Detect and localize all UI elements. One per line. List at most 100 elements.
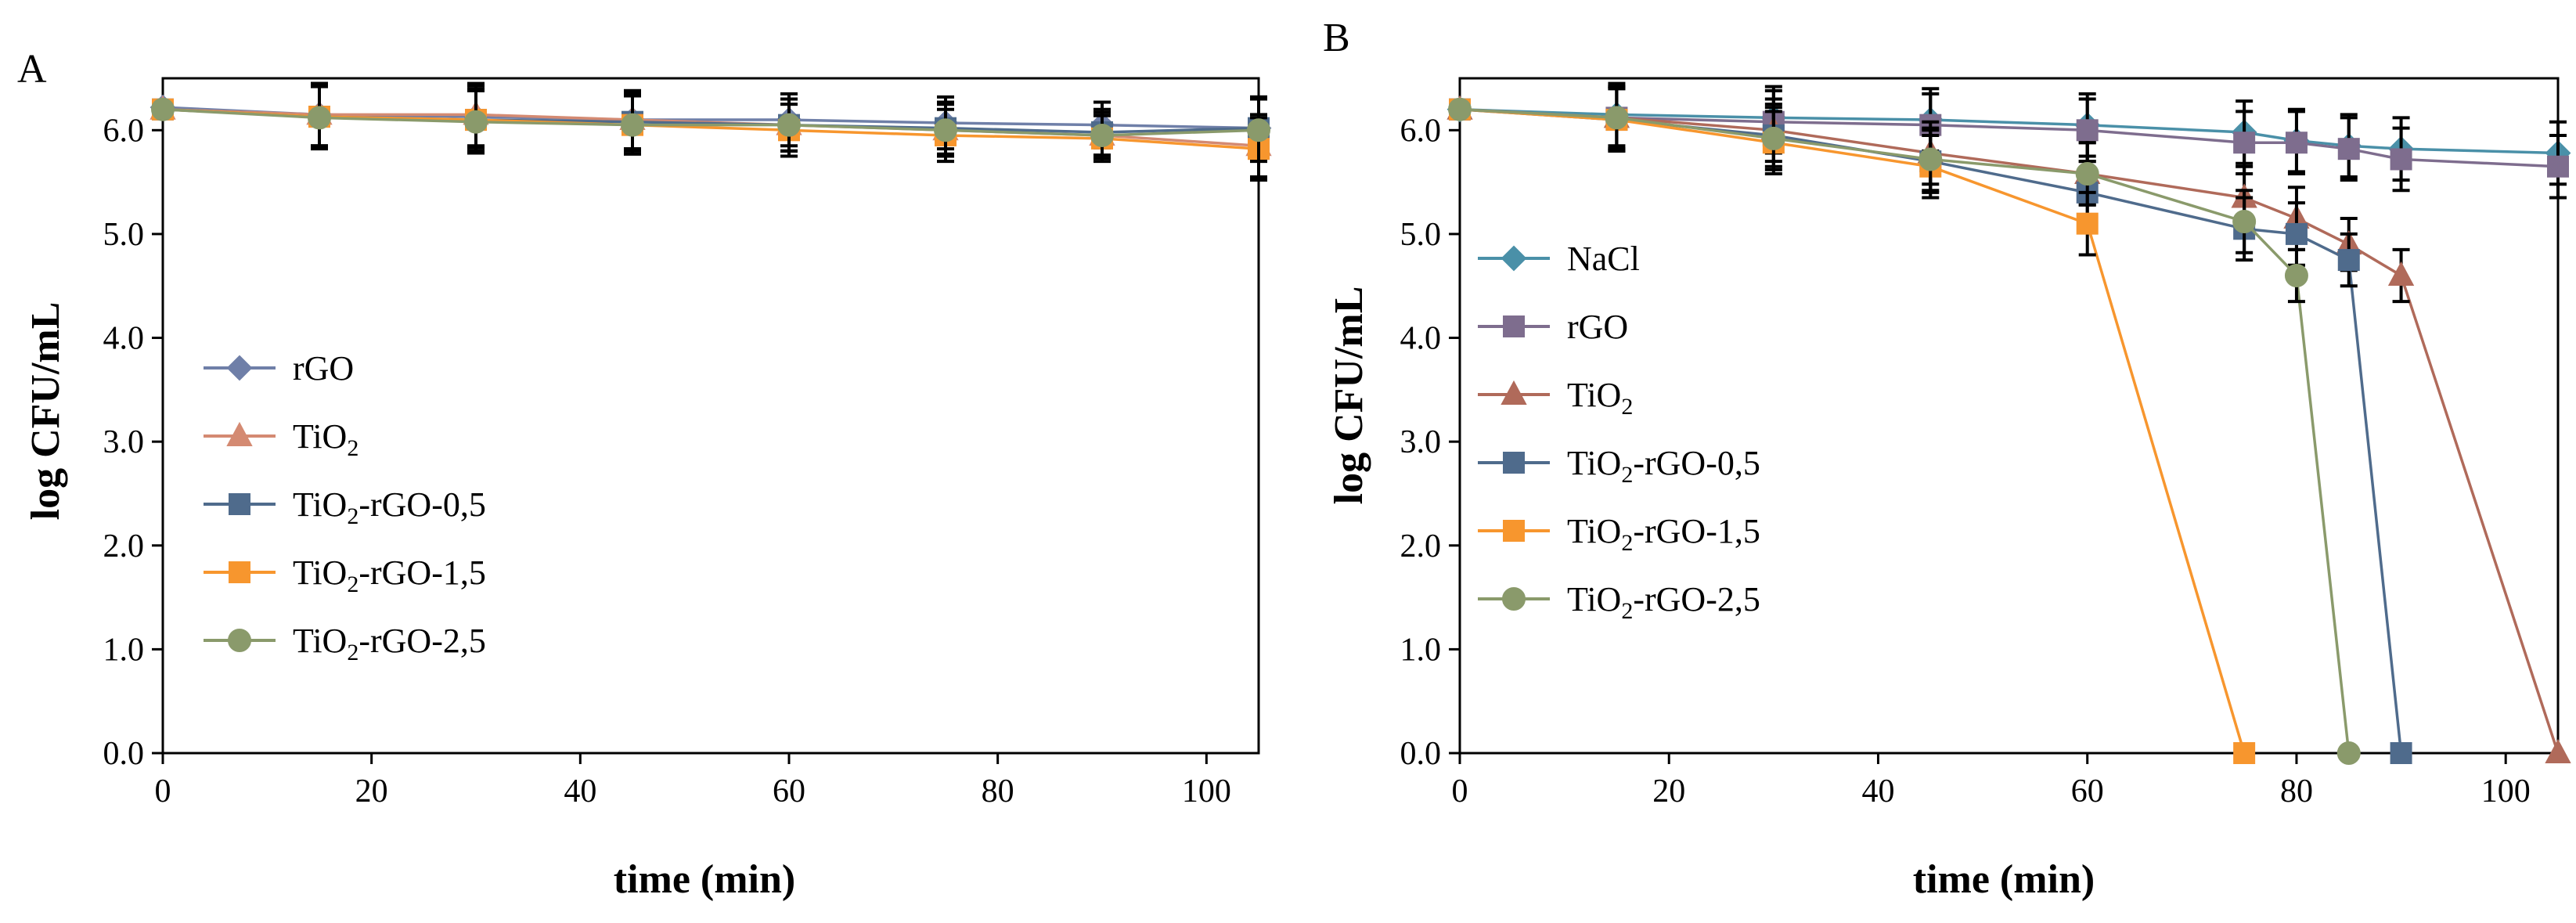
panel-a-x-tick-label: 20 xyxy=(355,773,388,809)
panel-b-data-point-tio2-rgo-2-5 xyxy=(1761,126,1785,150)
panel-a-data-point-tio2-rgo-2-5 xyxy=(1247,118,1270,142)
panel-b-series-line-tio2 xyxy=(1459,108,2560,754)
panel-b-data-point-tio2 xyxy=(2387,261,2415,286)
panel-b-y-tick-label: 2.0 xyxy=(1400,528,1442,564)
panel-b-data-point-rgo xyxy=(2285,132,2308,154)
panel-b-data-point-rgo xyxy=(2337,138,2360,160)
panel-b-y-tick-label: 3.0 xyxy=(1400,424,1442,460)
panel-b-legend-marker-nacl xyxy=(1501,245,1527,272)
panel-b-legend-label-tio2: TiO2 xyxy=(1567,376,1633,420)
panel-b-data-point-tio2-rgo-2-5 xyxy=(1918,147,1943,171)
panel-b-legend-label-nacl: NaCl xyxy=(1567,240,1640,278)
panel-b-x-tick-label: 40 xyxy=(1861,773,1894,809)
panel-b-legend-marker-tio2 xyxy=(1501,380,1527,405)
panel-b-legend-label-tio2-rgo-1-5: TiO2-rGO-1,5 xyxy=(1567,512,1760,556)
panel-a-data-point-tio2-rgo-2-5 xyxy=(1090,123,1114,147)
panel-a-y-tick-label: 0.0 xyxy=(103,736,145,772)
panel-b-legend-marker-tio2-rgo-0-5 xyxy=(1503,452,1525,474)
panel-b-data-point-tio2-rgo-2-5 xyxy=(1448,97,1472,121)
panel-b-data-point-tio2-rgo-2-5 xyxy=(2336,741,2361,765)
panel-b-series-line-tio2-rgo-1-5 xyxy=(1459,108,2246,754)
panel-b-y-tick-label: 0.0 xyxy=(1400,736,1442,772)
panel-b-x-tick-label: 100 xyxy=(2481,773,2531,809)
panel-b-data-point-tio2-rgo-2-5 xyxy=(2232,210,2257,234)
panel-a-legend-marker-rgo xyxy=(226,355,253,381)
panel-a-x-tick-label: 80 xyxy=(982,773,1014,809)
panel-b-series-line-rgo xyxy=(1459,108,2559,168)
panel-b-legend-marker-rgo xyxy=(1503,315,1525,337)
panel-b-data-point-rgo xyxy=(2076,119,2099,142)
panel-b-x-tick-label: 0 xyxy=(1452,773,1468,809)
panel-b: B 0 20 40 60 80 100 0.0 1.0 2.0 3.0 4.0 5.0 6.0 NaCl r… xyxy=(1323,16,2571,902)
panel-a-x-tick-label: 40 xyxy=(564,773,596,809)
panel-b-y-tick-label: 5.0 xyxy=(1400,217,1442,253)
panel-b-data-point-tio2-rgo-1-5 xyxy=(2233,742,2256,764)
panel-b-x-tick-label: 20 xyxy=(1652,773,1685,809)
panel-a-legend-label-tio2-rgo-2-5: TiO2-rGO-2,5 xyxy=(293,622,486,665)
panel-b-x-axis-title: time (min) xyxy=(1913,857,2095,902)
panel-b-y-tick-label: 4.0 xyxy=(1400,321,1442,357)
panel-a: A 0 20 40 60 80 100 0.0 1.0 2.0 3.0 4.0 5.0 6.0 rGO Ti… xyxy=(17,47,1272,902)
panel-a-y-tick-label: 5.0 xyxy=(103,217,145,253)
panel-b-data-point-rgo xyxy=(2233,132,2256,154)
panel-a-series-tio2-rgo-2-5 xyxy=(151,85,1270,164)
panel-a-y-tick-label: 3.0 xyxy=(103,424,145,460)
panel-b-x-tick-label: 80 xyxy=(2280,773,2313,809)
panel-a-x-axis-title: time (min) xyxy=(614,857,795,902)
panel-a-legend-label-rgo: rGO xyxy=(293,349,354,388)
panel-a-y-tick-label: 6.0 xyxy=(103,113,145,149)
panel-b-data-point-tio2-rgo-2-5 xyxy=(1605,106,1629,130)
panel-a-data-point-tio2-rgo-2-5 xyxy=(621,113,644,137)
panel-a-data-point-tio2-rgo-2-5 xyxy=(308,106,331,130)
panel-b-series-line-tio2-rgo-2-5 xyxy=(1459,108,2351,754)
panel-b-data-point-tio2-rgo-0-5 xyxy=(2285,222,2308,245)
panel-a-legend-marker-tio2-rgo-0-5 xyxy=(229,493,250,515)
panel-b-legend-label-tio2-rgo-0-5: TiO2-rGO-0,5 xyxy=(1567,444,1760,488)
panel-a-y-tick-label: 2.0 xyxy=(103,528,145,564)
panel-b-data-point-rgo xyxy=(2547,155,2569,178)
panel-a-legend: rGO TiO2 TiO2-rGO-0,5 TiO2-rGO-1,5 TiO2-rGO-… xyxy=(204,349,486,665)
panel-b-data-point-tio2-rgo-2-5 xyxy=(2284,263,2308,287)
panel-a-legend-label-tio2-rgo-1-5: TiO2-rGO-1,5 xyxy=(293,553,486,597)
panel-a-legend-label-tio2-rgo-0-5: TiO2-rGO-0,5 xyxy=(293,485,486,529)
panel-b-y-tick-label: 6.0 xyxy=(1400,113,1442,149)
panel-b-legend-label-tio2-rgo-2-5: TiO2-rGO-2,5 xyxy=(1567,580,1760,624)
panel-a-legend-marker-tio2-rgo-1-5 xyxy=(229,561,250,583)
panel-a-label: A xyxy=(17,47,47,92)
plot-b: 0 20 40 60 80 100 0.0 1.0 2.0 3.0 4.0 5.0 6.0 NaCl rGO… xyxy=(1400,77,2571,809)
panel-b-legend-label-rgo: rGO xyxy=(1567,308,1628,346)
panel-b-legend: NaCl rGO TiO2 TiO2-rGO-0,5 TiO2-rGO-1,5 TiO2-… xyxy=(1478,240,1760,624)
panel-b-plot-frame xyxy=(1458,77,2560,755)
panel-a-data-point-tio2-rgo-2-5 xyxy=(934,118,957,142)
panel-a-y-tick-label: 4.0 xyxy=(103,321,145,357)
panel-b-data-point-tio2-rgo-1-5 xyxy=(2076,212,2099,235)
panel-b-data-point-tio2 xyxy=(2545,738,2571,763)
panel-b-data-point-rgo xyxy=(2390,148,2412,171)
panel-b-y-axis-title: log CFU/mL xyxy=(1327,287,1371,505)
panel-b-series-line-nacl xyxy=(1459,108,2559,155)
panel-b-y-tick-label: 1.0 xyxy=(1400,632,1442,668)
panel-a-x-tick-label: 60 xyxy=(773,773,805,809)
panel-b-series-tio2-rgo-2-5 xyxy=(1448,85,2361,765)
panel-b-label: B xyxy=(1323,16,1350,60)
panel-b-x-tick-label: 60 xyxy=(2071,773,2104,809)
panel-a-legend-marker-tio2 xyxy=(226,421,253,446)
panel-a-data-point-tio2-rgo-2-5 xyxy=(151,97,175,121)
plot-a: 0 20 40 60 80 100 0.0 1.0 2.0 3.0 4.0 5.0 6.0 rGO TiO2… xyxy=(103,77,1272,809)
panel-b-data-point-tio2-rgo-0-5 xyxy=(2390,742,2412,764)
panel-a-data-point-tio2-rgo-2-5 xyxy=(777,113,801,137)
panel-a-legend-label-tio2: TiO2 xyxy=(293,417,358,461)
panel-a-plot-frame xyxy=(161,77,1260,755)
panel-b-data-point-tio2-rgo-0-5 xyxy=(2337,249,2360,272)
panel-a-series-line-tio2-rgo-2-5 xyxy=(162,108,1259,137)
panel-a-y-tick-label: 1.0 xyxy=(103,632,145,668)
panel-a-x-tick-label: 100 xyxy=(1182,773,1231,809)
panel-b-legend-marker-tio2-rgo-1-5 xyxy=(1503,520,1525,542)
panel-b-data-point-tio2-rgo-2-5 xyxy=(2075,162,2099,186)
panel-a-legend-marker-tio2-rgo-2-5 xyxy=(228,629,251,652)
panel-a-y-axis-title: log CFU/mL xyxy=(23,302,68,521)
panel-a-data-point-tio2-rgo-2-5 xyxy=(464,110,488,134)
panel-b-legend-marker-tio2-rgo-2-5 xyxy=(1502,587,1526,611)
panel-a-x-tick-label: 0 xyxy=(155,773,171,809)
